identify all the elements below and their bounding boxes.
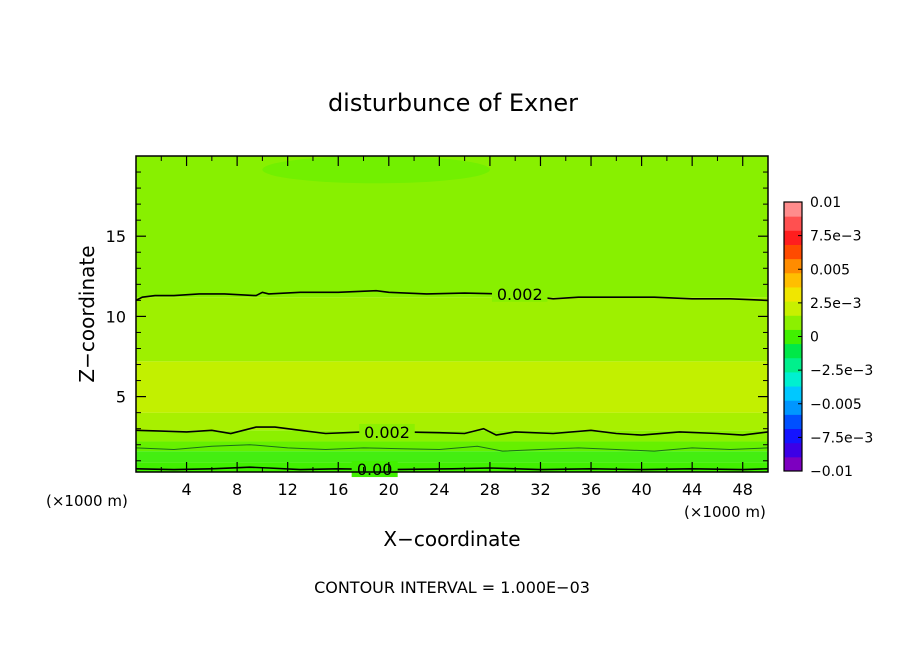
colorbar-swatch [784, 315, 802, 330]
colorbar-label: −2.5e−3 [810, 363, 873, 379]
colorbar-label: −7.5e−3 [810, 430, 873, 446]
colorbar-swatch [784, 258, 802, 274]
y-tick-label: 15 [106, 227, 126, 246]
y-axis-label: Z−coordinate [75, 245, 99, 382]
x-axis-label: X−coordinate [383, 527, 520, 551]
x-tick-label: 20 [379, 480, 399, 499]
x-tick-label: 44 [682, 480, 702, 499]
band-2 [136, 441, 768, 452]
x-tick-label: 28 [480, 480, 500, 499]
contour-label-bg-2 [351, 461, 398, 478]
colorbar-swatch [784, 371, 802, 387]
colorbar-label: −0.005 [810, 397, 862, 413]
colorbar-swatch [784, 244, 802, 260]
colorbar-label: 0 [810, 330, 819, 346]
colorbar-swatch [784, 442, 802, 458]
x-tick-label: 16 [328, 480, 348, 499]
colorbar-swatch [784, 414, 802, 430]
colorbar-swatch [784, 400, 802, 415]
colorbar: 0.01 7.5e−3 0.005 2.5e−3 0 −2.5e−3 −0.005 −7.5e… [783, 195, 873, 480]
band-3 [136, 430, 768, 442]
y-tick-label: 10 [106, 307, 126, 326]
colorbar-swatch [784, 301, 802, 316]
colorbar-label: 0.01 [810, 195, 841, 211]
x-tick-label: 32 [530, 480, 550, 499]
contour-label-bg-0 [491, 285, 548, 302]
colorbar-label: −0.01 [810, 464, 853, 480]
band-4 [136, 412, 768, 431]
x-unit-label-right: (×1000 m) [684, 503, 766, 521]
x-tick-label: 40 [631, 480, 651, 499]
colorbar-swatch [784, 230, 802, 245]
band-patch [262, 156, 490, 184]
band-0 [136, 462, 768, 472]
colorbar-label: 0.005 [810, 262, 850, 278]
colorbar-swatch [784, 456, 802, 472]
x-tick-label: 48 [733, 480, 753, 499]
contour-line-0 [135, 289, 769, 302]
x-tick-label: 8 [232, 480, 242, 499]
contour-lines: 0.002 0.002 0.00 [135, 285, 769, 479]
colorbar-swatch [784, 386, 802, 401]
plot-frame [135, 155, 769, 473]
thin-contour-0 [135, 444, 769, 452]
band-5 [136, 361, 768, 413]
contour-label-bg-1 [359, 423, 415, 440]
contour-label-2: 0.00 [357, 460, 393, 479]
y-tick-label: 5 [116, 388, 126, 407]
x-tick-label: 24 [429, 480, 449, 499]
colorbar-swatch [784, 343, 802, 359]
plot-area [136, 156, 768, 472]
x-tick-label: 36 [581, 480, 601, 499]
contour-line-1 [135, 426, 769, 436]
band-6 [136, 297, 768, 362]
contour-interval-footer: CONTOUR INTERVAL = 1.000E−03 [314, 578, 590, 597]
colorbar-label: 2.5e−3 [810, 296, 862, 312]
colorbar-swatch [784, 272, 802, 288]
colorbar-label: 7.5e−3 [810, 229, 862, 245]
band-1 [136, 451, 768, 463]
colorbar-swatch [784, 428, 802, 444]
x-tick-label: 4 [181, 480, 191, 499]
x-tick-label: 12 [278, 480, 298, 499]
x-unit-label-left: (×1000 m) [46, 492, 128, 510]
colorbar-swatch [784, 202, 802, 217]
colorbar-swatch [784, 357, 802, 373]
chart-title: disturbunce of Exner [328, 89, 578, 117]
contour-label-1: 0.002 [364, 423, 410, 442]
colorbar-swatch [784, 286, 802, 302]
colorbar-swatch [784, 329, 802, 345]
colorbar-swatch [784, 216, 802, 231]
contour-label-0: 0.002 [497, 285, 543, 304]
